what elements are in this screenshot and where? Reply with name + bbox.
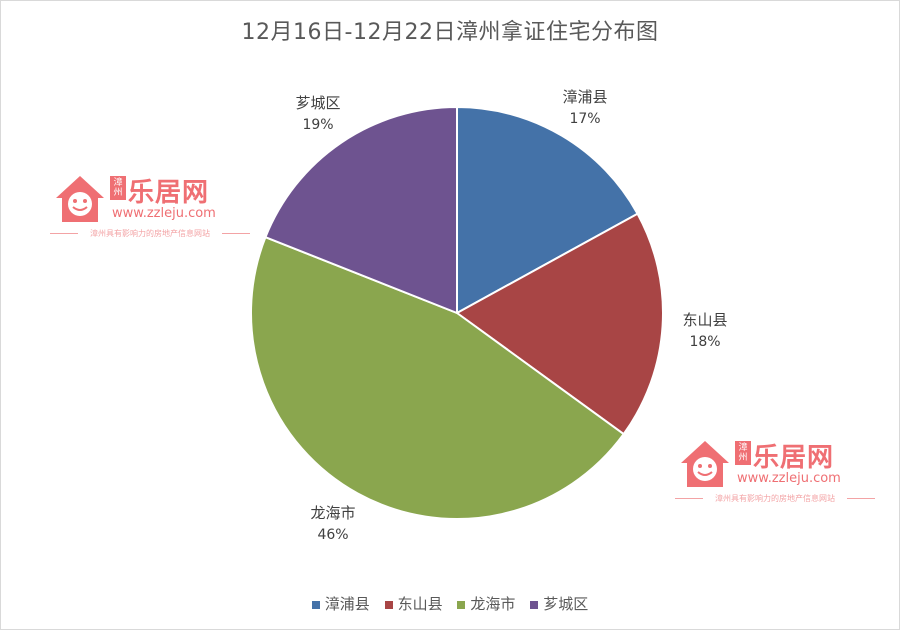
- pie-slice: [264, 105, 458, 315]
- watermark-divider: [50, 233, 78, 234]
- slice-percent-label: 19%: [302, 117, 333, 133]
- slice-percent-label: 46%: [317, 527, 348, 543]
- legend-label: 龙海市: [470, 595, 516, 613]
- watermark-brand: 乐居网: [753, 443, 835, 473]
- legend-item: 芗城区: [530, 593, 588, 614]
- watermark-brand: 乐居网: [128, 178, 210, 208]
- pie-slice: [455, 212, 664, 436]
- slice-category-label: 龙海市: [310, 504, 355, 522]
- watermark-sub-brand: 漳州: [735, 441, 751, 465]
- pie-slice: [250, 235, 626, 520]
- legend-item: 漳浦县: [311, 593, 370, 614]
- watermark-logo: 漳州 乐居网 www.zzleju.com 漳州具有影响力的房地产信息网站: [50, 170, 250, 242]
- pie-slice: [456, 105, 639, 315]
- legend-item: 龙海市: [457, 593, 515, 614]
- watermark-divider: [847, 498, 875, 499]
- chart-legend: 漳浦县 东山县 龙海市 芗城区: [0, 593, 900, 614]
- legend-swatch: [311, 600, 320, 609]
- legend-label: 芗城区: [543, 595, 589, 613]
- watermark-url: www.zzleju.com: [112, 206, 216, 221]
- watermark-sub-brand: 漳州: [110, 176, 126, 200]
- watermark-url: www.zzleju.com: [737, 471, 841, 486]
- legend-swatch: [457, 600, 466, 609]
- legend-label: 漳浦县: [324, 595, 370, 613]
- watermark-logo: 漳州 乐居网 www.zzleju.com 漳州具有影响力的房地产信息网站: [675, 435, 875, 507]
- slice-percent-label: 17%: [569, 111, 600, 127]
- legend-label: 东山县: [397, 595, 443, 613]
- slice-category-label: 芗城区: [295, 94, 340, 112]
- legend-swatch: [384, 600, 393, 609]
- watermark-tagline: 漳州具有影响力的房地产信息网站: [715, 494, 835, 503]
- watermark-divider: [222, 233, 250, 234]
- watermark-tagline: 漳州具有影响力的房地产信息网站: [90, 229, 210, 238]
- house-logo-icon: [681, 441, 729, 487]
- slice-category-label: 东山县: [682, 311, 727, 329]
- house-logo-icon: [56, 176, 104, 222]
- slice-percent-label: 18%: [689, 334, 720, 350]
- slice-category-label: 漳浦县: [562, 88, 607, 106]
- chart-title: 12月16日-12月22日漳州拿证住宅分布图: [241, 20, 659, 45]
- legend-item: 东山县: [384, 593, 443, 614]
- legend-swatch: [530, 600, 539, 609]
- watermark-divider: [675, 498, 703, 499]
